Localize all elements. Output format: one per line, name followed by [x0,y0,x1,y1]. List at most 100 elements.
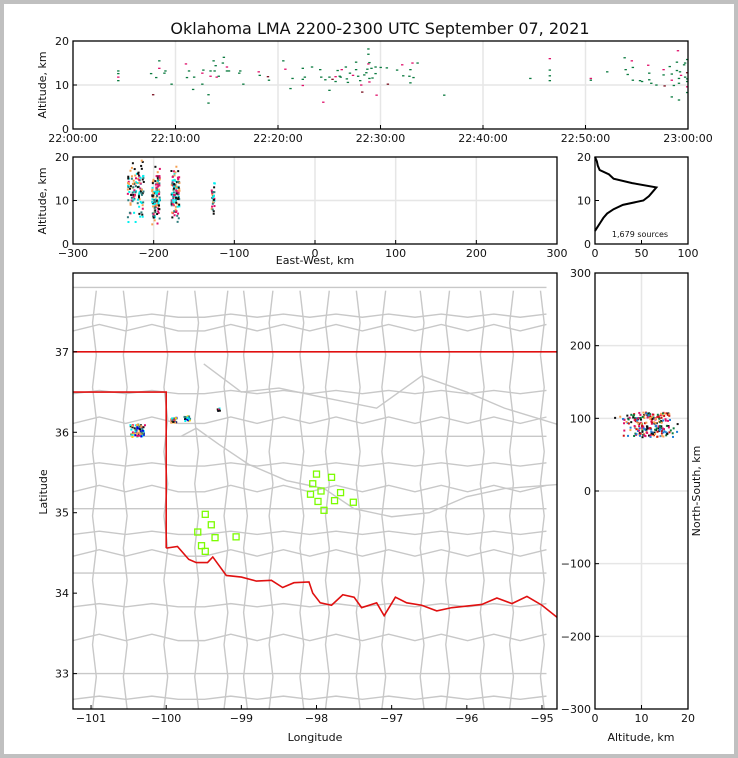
source-point [648,79,651,81]
source-point [395,69,399,71]
river [203,363,557,425]
source-point [133,432,136,435]
source-point [685,91,689,94]
source-point [117,70,120,72]
source-point [152,205,155,208]
source-point [173,418,176,421]
source-point [131,162,134,165]
source-point [151,186,154,189]
source-point [633,419,636,422]
source-point [133,193,136,196]
source-point [301,84,304,87]
source-point [129,185,132,188]
source-point [131,191,134,194]
source-point [142,177,145,180]
county-boundary [73,462,547,467]
source-point [141,207,144,210]
source-point [677,82,681,84]
source-point [650,422,653,425]
source-point [133,211,136,214]
source-point [132,198,135,201]
source-point [141,213,144,216]
source-point [210,207,213,210]
source-point [173,173,176,176]
source-point [662,431,665,434]
source-point [638,425,641,428]
source-point [141,192,144,195]
source-point [154,180,157,183]
source-point [158,178,161,181]
source-point [134,185,137,188]
source-point [132,190,135,193]
source-point [651,421,654,424]
source-point [225,66,229,68]
source-point [140,431,143,434]
source-point [654,433,657,436]
source-point [367,63,370,65]
source-point [631,79,635,81]
source-point [331,78,334,80]
source-point [214,65,217,67]
source-point [227,70,231,72]
source-point [138,195,141,198]
y-tick-label: 300 [570,267,591,280]
source-point [176,190,179,193]
source-point [171,417,174,420]
source-point [139,182,142,185]
source-point [170,193,173,196]
county-boundary [73,323,547,332]
source-point [158,217,161,220]
source-point [210,189,213,192]
source-point [668,418,671,421]
source-point [140,167,143,170]
source-point [142,433,145,436]
source-point [324,79,327,81]
figure-title: Oklahoma LMA 2200-2300 UTC September 07,… [170,19,589,38]
plan-view-map-panel: −101 −100 −99 −98 −97 −96 −95 33 34 35 36 37 Longitu… [37,272,558,744]
source-point [627,434,630,437]
x-tick-label: 100 [678,247,699,260]
source-point [177,212,180,215]
source-point [140,201,143,204]
source-point [158,67,161,69]
source-point [638,433,641,436]
source-point [151,188,154,191]
source-point [653,421,656,424]
source-point [636,419,639,422]
lma-station [314,497,322,506]
source-point [130,196,133,199]
source-point [153,202,156,205]
source-point [184,419,187,422]
source-point [340,69,343,71]
source-point [135,424,138,427]
source-point [656,435,659,438]
source-point [186,416,189,419]
x-tick-label: −101 [76,712,106,725]
source-point [374,72,377,75]
source-point [629,429,632,432]
source-point [676,430,679,433]
source-point [652,416,655,419]
source-point [661,414,664,417]
source-point [663,414,666,417]
source-point [152,215,155,218]
source-point [184,416,187,419]
source-point [239,70,242,72]
source-point [614,416,617,419]
source-point [142,190,145,193]
x-tick-label: −100 [219,247,249,260]
source-point [170,201,173,204]
source-point [622,418,625,421]
source-point [623,57,626,59]
source-point [267,79,271,81]
source-point [626,414,629,417]
x-tick-label: 22:10:00 [151,132,200,145]
source-point [641,430,644,433]
county-boundary [539,290,545,709]
source-point [642,433,645,436]
source-point [139,190,142,193]
source-point [152,202,155,205]
source-point [117,80,120,82]
source-point [163,72,166,74]
x-tick-label: 100 [385,247,406,260]
